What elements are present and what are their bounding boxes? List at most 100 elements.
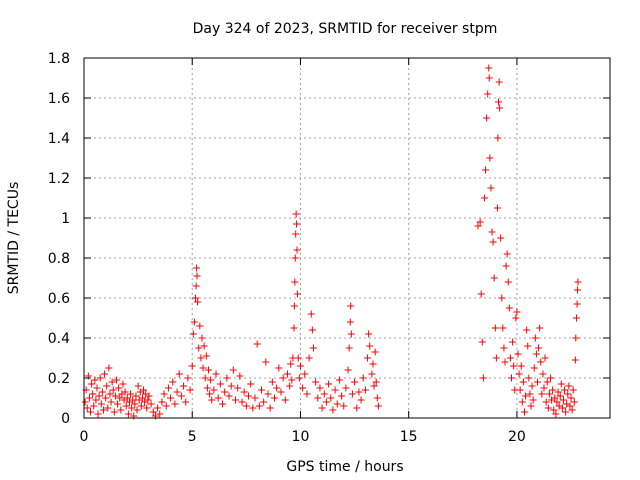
data-point bbox=[514, 350, 522, 358]
data-point bbox=[359, 374, 367, 382]
data-point bbox=[527, 402, 535, 410]
data-point bbox=[251, 394, 259, 402]
data-point bbox=[485, 74, 493, 82]
data-point bbox=[114, 400, 122, 408]
data-point bbox=[138, 394, 146, 402]
axis-ticks bbox=[83, 57, 610, 419]
data-point bbox=[144, 396, 152, 404]
data-point bbox=[299, 384, 307, 392]
data-point bbox=[81, 398, 89, 406]
data-point bbox=[292, 230, 300, 238]
data-point bbox=[234, 384, 242, 392]
data-point bbox=[568, 406, 576, 414]
data-point bbox=[124, 410, 132, 418]
data-point bbox=[519, 378, 527, 386]
data-point bbox=[110, 408, 118, 416]
data-point bbox=[562, 408, 570, 416]
data-point bbox=[203, 384, 211, 392]
data-point bbox=[374, 402, 382, 410]
data-point bbox=[156, 410, 164, 418]
data-point bbox=[557, 380, 565, 388]
data-point bbox=[566, 402, 574, 410]
data-point bbox=[167, 394, 175, 402]
data-point bbox=[335, 376, 343, 384]
data-point bbox=[537, 358, 545, 366]
data-point bbox=[242, 402, 250, 410]
data-point bbox=[505, 304, 513, 312]
data-point bbox=[342, 384, 350, 392]
data-point bbox=[491, 324, 499, 332]
data-point bbox=[368, 370, 376, 378]
data-point bbox=[333, 400, 341, 408]
data-point bbox=[293, 246, 301, 254]
data-point bbox=[364, 354, 372, 362]
data-point bbox=[188, 362, 196, 370]
data-point bbox=[106, 390, 114, 398]
data-point bbox=[202, 352, 210, 360]
data-point bbox=[171, 400, 179, 408]
data-point bbox=[357, 396, 365, 404]
data-point bbox=[510, 362, 518, 370]
data-point bbox=[366, 342, 374, 350]
data-point bbox=[221, 388, 229, 396]
data-point bbox=[290, 324, 298, 332]
data-point bbox=[96, 374, 104, 382]
y-tick-label: 1.6 bbox=[48, 91, 70, 107]
data-point bbox=[329, 406, 337, 414]
data-point bbox=[365, 330, 373, 338]
data-points bbox=[81, 64, 582, 420]
y-tick-label: 1 bbox=[61, 211, 70, 227]
data-point bbox=[318, 404, 326, 412]
data-point bbox=[549, 386, 557, 394]
data-point bbox=[253, 340, 261, 348]
data-point bbox=[495, 98, 503, 106]
data-point bbox=[506, 354, 514, 362]
data-point bbox=[287, 360, 295, 368]
data-point bbox=[320, 390, 328, 398]
data-point bbox=[194, 298, 202, 306]
data-point bbox=[545, 390, 553, 398]
data-point bbox=[531, 334, 539, 342]
data-point bbox=[293, 290, 301, 298]
data-point bbox=[98, 388, 106, 396]
data-point bbox=[550, 406, 558, 414]
data-point bbox=[515, 370, 523, 378]
data-point bbox=[111, 392, 119, 400]
data-point bbox=[494, 134, 502, 142]
data-point bbox=[488, 228, 496, 236]
data-point bbox=[204, 366, 212, 374]
data-point bbox=[516, 386, 524, 394]
data-point bbox=[160, 390, 168, 398]
plot-border bbox=[83, 57, 611, 419]
data-point bbox=[561, 386, 569, 394]
data-point bbox=[286, 382, 294, 390]
x-tick-label: 20 bbox=[508, 429, 526, 445]
data-point bbox=[371, 348, 379, 356]
data-point bbox=[200, 342, 208, 350]
data-point bbox=[541, 354, 549, 362]
data-point bbox=[105, 364, 113, 372]
data-point bbox=[109, 386, 117, 394]
data-point bbox=[94, 410, 102, 418]
data-point bbox=[565, 382, 573, 390]
data-point bbox=[279, 374, 287, 382]
x-tick-label: 10 bbox=[292, 429, 310, 445]
data-point bbox=[490, 274, 498, 282]
data-point bbox=[309, 344, 317, 352]
x-tick-label: 5 bbox=[188, 429, 197, 445]
data-point bbox=[236, 372, 244, 380]
data-point bbox=[502, 262, 510, 270]
data-point bbox=[90, 402, 98, 410]
data-point bbox=[485, 64, 493, 72]
data-point bbox=[134, 382, 142, 390]
data-point bbox=[275, 364, 283, 372]
data-point bbox=[553, 398, 561, 406]
data-point bbox=[177, 392, 185, 400]
data-point bbox=[526, 390, 534, 398]
data-point bbox=[223, 374, 231, 382]
data-point bbox=[495, 78, 503, 86]
data-point bbox=[372, 378, 380, 386]
data-point bbox=[544, 404, 552, 412]
data-point bbox=[122, 402, 130, 410]
